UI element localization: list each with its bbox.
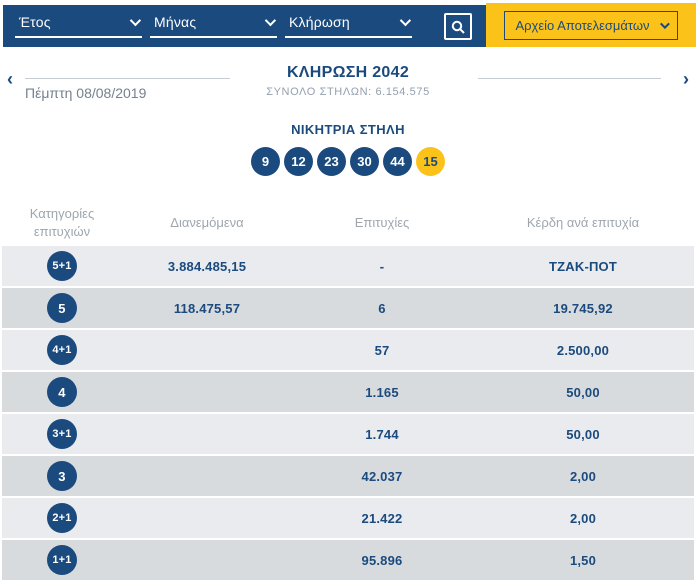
- winning-numbers: 9 12 23 30 44 15: [0, 147, 696, 176]
- winning-number-ball: 12: [284, 147, 313, 176]
- payout-cell: 2,00: [569, 510, 597, 526]
- year-dropdown-inner: Έτος: [15, 14, 142, 38]
- table-row: 1+1 95.896 1,50: [2, 540, 694, 580]
- category-cell: 5+1: [2, 251, 122, 281]
- chevron-down-icon: [264, 14, 277, 27]
- category-badge: 3: [47, 461, 77, 491]
- category-cell: 3+1: [2, 419, 122, 449]
- search-icon: [451, 20, 465, 34]
- draw-dropdown[interactable]: Κλήρωση: [285, 5, 412, 47]
- winning-number-ball: 30: [350, 147, 379, 176]
- bonus-number-ball: 15: [416, 147, 445, 176]
- table-row: 5 118.475,57 6 19.745,92: [2, 288, 694, 328]
- year-dropdown-label: Έτος: [19, 14, 51, 30]
- winning-column-label: ΝΙΚΗΤΡΙΑ ΣΤΗΛΗ: [291, 122, 405, 137]
- winners-cell: 95.896: [361, 552, 403, 568]
- table-row: 4 1.165 50,00: [2, 372, 694, 412]
- category-badge: 4+1: [47, 335, 77, 365]
- filter-bar: Έτος Μήνας Κλήρωση Αρχείο Αποτελεσμάτω: [0, 0, 696, 48]
- divider-line: [478, 78, 661, 79]
- payout-cell: 1,50: [569, 552, 597, 568]
- category-cell: 2+1: [2, 503, 122, 533]
- draw-navigation: ‹ Πέμπτη 08/08/2019 ΚΛΗΡΩΣΗ 2042 ΣΥΝΟΛΟ …: [0, 58, 696, 110]
- table-row: 4+1 57 2.500,00: [2, 330, 694, 370]
- winners-cell: 6: [378, 300, 386, 316]
- category-cell: 4: [2, 377, 122, 407]
- table-row: 5+1 3.884.485,15 - ΤΖΑΚ-ΠΟΤ: [2, 246, 694, 286]
- payout-cell: 2,00: [569, 468, 597, 484]
- category-cell: 3: [2, 461, 122, 491]
- payout-cell: 19.745,92: [553, 300, 613, 316]
- winning-column-section: ΝΙΚΗΤΡΙΑ ΣΤΗΛΗ 9 12 23 30 44 15: [0, 122, 696, 176]
- filter-bar-blue: Έτος Μήνας Κλήρωση: [3, 5, 486, 47]
- table-row: 3+1 1.744 50,00: [2, 414, 694, 454]
- column-header-distributed: Διανεμόμενα: [170, 215, 244, 231]
- month-dropdown[interactable]: Μήνας: [150, 5, 277, 47]
- total-columns-label: ΣΥΝΟΛΟ ΣΤΗΛΩΝ: 6.154.575: [266, 86, 430, 98]
- category-badge: 3+1: [47, 419, 77, 449]
- payout-cell: 2.500,00: [556, 342, 610, 358]
- payout-cell: 50,00: [566, 426, 600, 442]
- draw-date: Πέμπτη 08/08/2019: [25, 85, 147, 101]
- winners-cell: 42.037: [361, 468, 403, 484]
- column-header-winners: Επιτυχίες: [354, 215, 410, 231]
- category-badge: 5: [47, 293, 77, 323]
- category-badge: 4: [47, 377, 77, 407]
- year-dropdown[interactable]: Έτος: [15, 5, 142, 47]
- winning-number-ball: 23: [317, 147, 346, 176]
- chevron-down-icon: [659, 18, 670, 29]
- column-header-categories: Κατηγορίες επιτυχιών: [29, 206, 95, 239]
- winning-number-ball: 9: [251, 147, 280, 176]
- winners-cell: 1.744: [365, 426, 399, 442]
- month-dropdown-label: Μήνας: [154, 14, 197, 30]
- chevron-down-icon: [129, 14, 142, 27]
- payout-cell: 50,00: [566, 384, 600, 400]
- category-badge: 2+1: [47, 503, 77, 533]
- next-draw-button[interactable]: ›: [683, 69, 689, 89]
- previous-draw-button[interactable]: ‹: [7, 69, 13, 89]
- distributed-cell: 118.475,57: [173, 300, 241, 316]
- results-table-body: 5+1 3.884.485,15 - ΤΖΑΚ-ΠΟΤ 5 118.475,57 6 19.7…: [2, 246, 694, 580]
- draw-dropdown-inner: Κλήρωση: [285, 14, 412, 38]
- winners-cell: 21.422: [361, 510, 403, 526]
- results-table: Κατηγορίες επιτυχιών Διανεμόμενα Επιτυχί…: [2, 200, 694, 582]
- winning-number-ball: 44: [383, 147, 412, 176]
- category-cell: 4+1: [2, 335, 122, 365]
- divider-line: [25, 78, 230, 79]
- category-cell: 1+1: [2, 545, 122, 575]
- table-row: 3 42.037 2,00: [2, 456, 694, 496]
- winners-cell: 1.165: [365, 384, 399, 400]
- draw-dropdown-label: Κλήρωση: [289, 14, 350, 30]
- distributed-cell: 3.884.485,15: [167, 258, 247, 274]
- column-header-payout: Κέρδη ανά επιτυχία: [526, 215, 640, 231]
- archive-panel: Αρχείο Αποτελεσμάτων: [486, 3, 696, 47]
- table-row: 2+1 21.422 2,00: [2, 498, 694, 538]
- category-badge: 5+1: [47, 251, 77, 281]
- category-cell: 5: [2, 293, 122, 323]
- archive-results-button[interactable]: Αρχείο Αποτελεσμάτων: [504, 10, 678, 40]
- archive-results-label: Αρχείο Αποτελεσμάτων: [515, 17, 650, 33]
- chevron-down-icon: [399, 14, 412, 27]
- search-button[interactable]: [444, 13, 472, 40]
- winners-cell: 57: [374, 342, 390, 358]
- winners-cell: -: [379, 258, 385, 274]
- results-table-header: Κατηγορίες επιτυχιών Διανεμόμενα Επιτυχί…: [2, 200, 694, 246]
- payout-cell: ΤΖΑΚ-ΠΟΤ: [548, 258, 618, 274]
- month-dropdown-inner: Μήνας: [150, 14, 277, 38]
- category-badge: 1+1: [47, 545, 77, 575]
- draw-title: ΚΛΗΡΩΣΗ 2042: [286, 64, 410, 81]
